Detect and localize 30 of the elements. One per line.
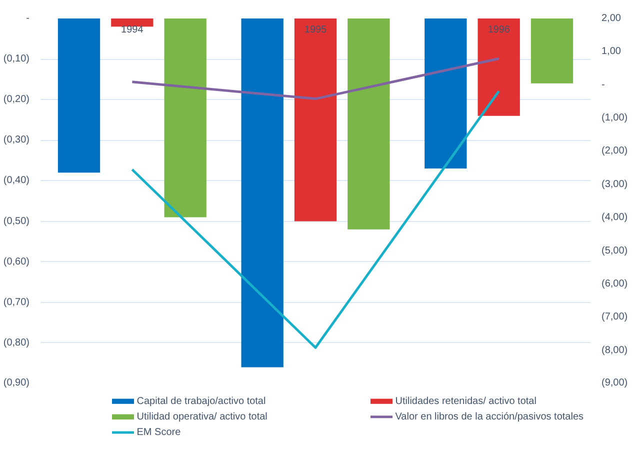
y2-tick-label: - xyxy=(602,79,605,90)
y2-tick-label: 1,00 xyxy=(602,46,622,58)
y2-tick-label: (7,00) xyxy=(602,312,628,323)
y-tick-label: (0,60) xyxy=(3,256,30,268)
y2-tick-label: (1,00) xyxy=(602,112,628,124)
y2-tick-label: 2,00 xyxy=(602,13,622,24)
y-tick-label: (0,50) xyxy=(3,216,30,227)
y-tick-label: (0,40) xyxy=(3,175,30,186)
y2-tick-label: (2,00) xyxy=(602,146,628,157)
y-tick-label: (0,80) xyxy=(3,337,30,348)
legend-label: Utilidad operativa/ activo total xyxy=(136,411,268,422)
y2-tick-label: (6,00) xyxy=(602,278,628,290)
y-tick-label: (0,20) xyxy=(3,94,30,106)
y-tick-label: (0,30) xyxy=(3,134,30,146)
legend-label: Capital de trabajo/activo total xyxy=(136,396,266,407)
legend-label: EM Score xyxy=(136,427,182,438)
y-tick-label: (0,70) xyxy=(3,296,30,308)
x-tick-label: 1994 xyxy=(121,24,144,36)
legend-label: Utilidades retenidas/ activo total xyxy=(395,396,536,407)
y2-tick-label: (5,00) xyxy=(602,245,628,256)
x-tick-label: 1996 xyxy=(488,24,510,36)
x-tick-label: 1995 xyxy=(304,24,328,36)
y2-tick-label: (3,00) xyxy=(602,178,628,190)
y-tick-label: - xyxy=(26,13,30,24)
y2-tick-label: (4,00) xyxy=(602,212,628,224)
legend-label: Valor en libros de la acción/pasivos totales xyxy=(395,411,584,422)
y2-tick-label: (9,00) xyxy=(602,378,628,388)
y2-tick-label: (8,00) xyxy=(602,344,628,356)
y-tick-label: (0,90) xyxy=(3,378,30,388)
y-tick-label: (0,10) xyxy=(3,54,30,65)
